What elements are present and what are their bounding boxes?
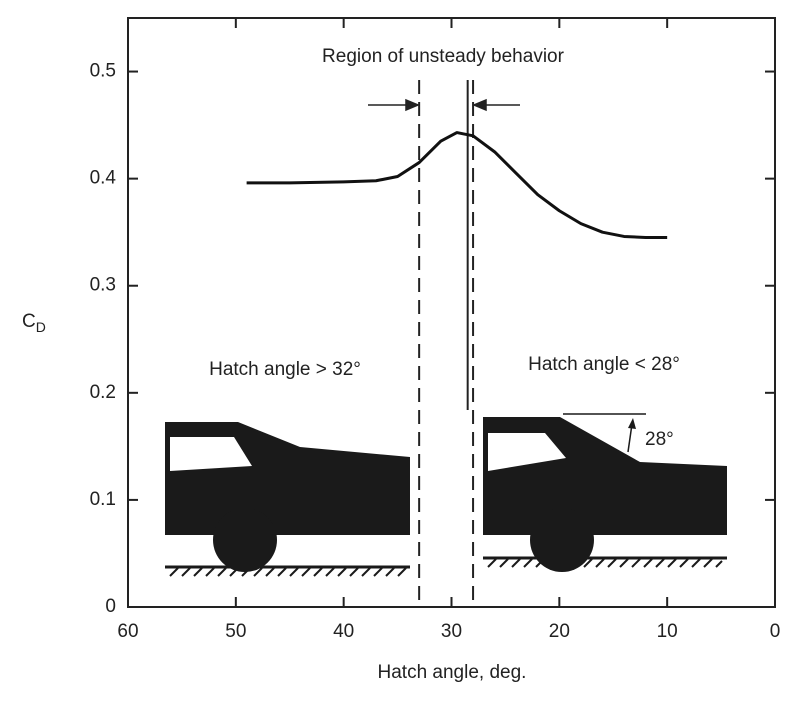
car-steep-hatch: [165, 422, 410, 577]
y-label-sub: D: [36, 319, 46, 335]
y-tick-label: 0: [105, 596, 116, 617]
x-tick-label: 30: [441, 621, 462, 642]
x-tick-label: 10: [657, 621, 678, 642]
data-line: [246, 131, 668, 240]
x-tick-label: 50: [225, 621, 246, 642]
y-tick-label: 0.1: [90, 489, 116, 510]
x-tick-label: 60: [117, 621, 138, 642]
y-tick-label: 0.2: [90, 382, 116, 403]
y-label-main: C: [22, 311, 36, 332]
x-tick-label: 40: [333, 621, 354, 642]
annotation: 28°: [645, 429, 674, 450]
y-tick-label: 0.3: [90, 275, 116, 296]
annotation: Hatch angle < 28°: [528, 354, 680, 375]
x-tick-label: 20: [549, 621, 570, 642]
y-tick-label: 0.4: [90, 168, 117, 189]
region-arrows: [368, 98, 520, 112]
y-tick-label: 0.5: [90, 61, 116, 82]
x-axis-label: Hatch angle, deg.: [378, 662, 527, 683]
y-axis-label: CD: [22, 311, 46, 335]
chart-title: Region of unsteady behavior: [322, 46, 565, 67]
annotation: Hatch angle > 32°: [209, 359, 361, 380]
x-tick-label: 0: [770, 621, 781, 642]
car-shallow-hatch: [483, 413, 727, 572]
